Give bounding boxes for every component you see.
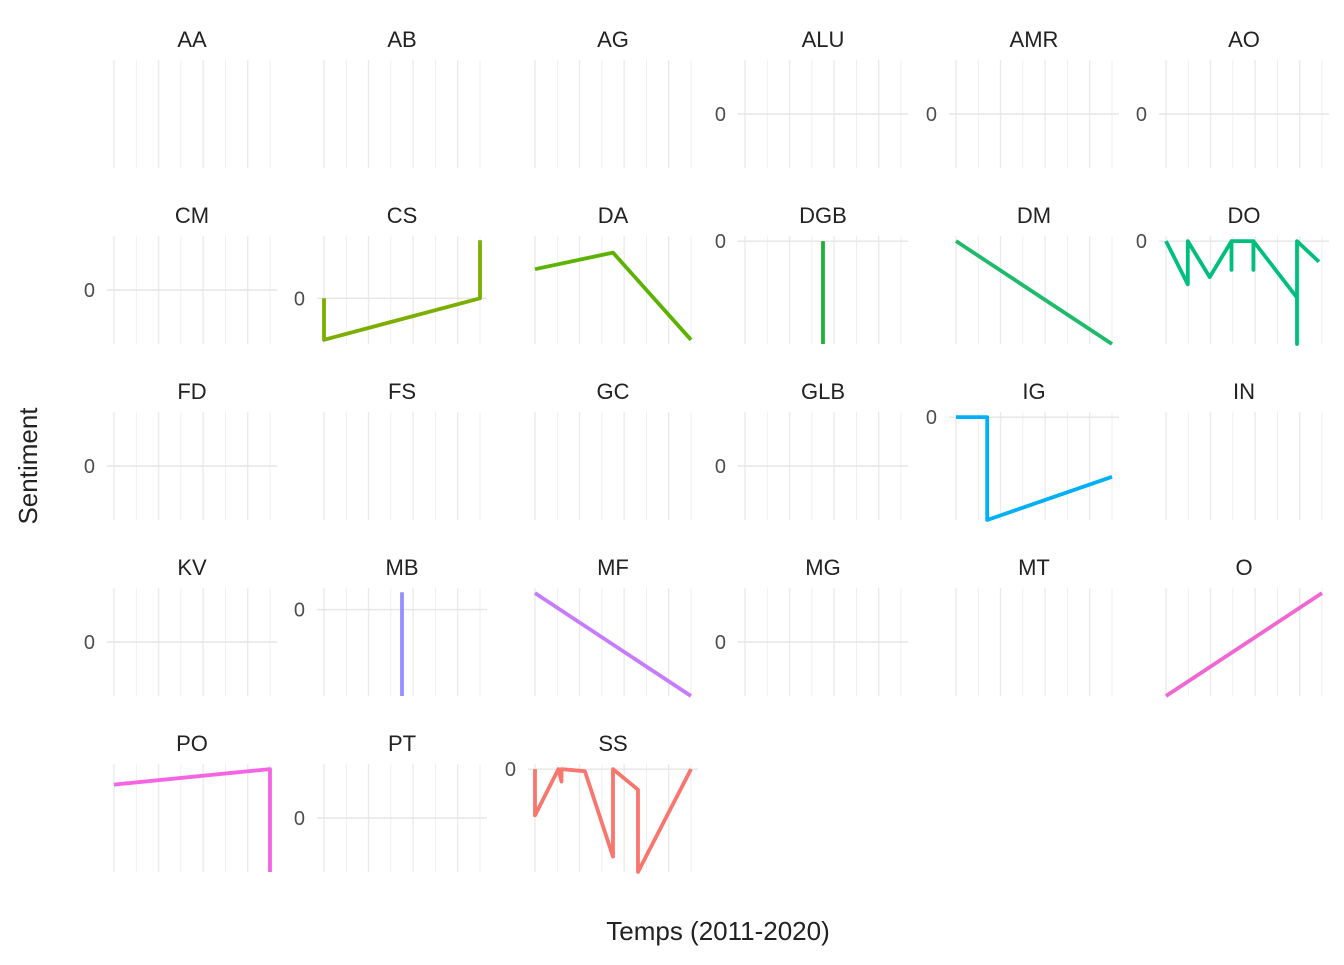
y-tick-label: 0 <box>715 231 726 253</box>
panel-ig: IG 0 <box>926 379 1119 522</box>
panel-label-do: DO <box>1228 203 1261 228</box>
panel-label-glb: GLB <box>801 379 845 404</box>
panel-label-ig: IG <box>1022 379 1045 404</box>
panel-da: DA <box>534 203 693 344</box>
panel-label-ab: AB <box>387 27 416 52</box>
panel-label-ao: AO <box>1228 27 1260 52</box>
panel-po: PO <box>113 731 272 872</box>
panel-pt: PT 0 <box>294 731 487 872</box>
panel-fs: FS <box>323 379 481 520</box>
panel-label-ag: AG <box>597 27 629 52</box>
panels-layer: AA AB AG ALU 0 AMR 0 AO 0 CM 0 CS 0 DA DGB 0 DM DO 0 FD 0 FS G… <box>84 27 1329 874</box>
panel-o: O <box>1164 555 1324 698</box>
panel-label-dm: DM <box>1017 203 1051 228</box>
panel-kv: KV 0 <box>84 555 277 696</box>
panel-label-mg: MG <box>805 555 840 580</box>
panel-label-dgb: DGB <box>799 203 847 228</box>
panel-label-in: IN <box>1233 379 1255 404</box>
panel-label-amr: AMR <box>1010 27 1059 52</box>
panel-label-mt: MT <box>1018 555 1050 580</box>
y-tick-label: 0 <box>294 808 305 830</box>
panel-label-pt: PT <box>388 731 416 756</box>
panel-label-mb: MB <box>386 555 419 580</box>
y-tick-label: 0 <box>84 456 95 478</box>
series-line-ss <box>533 767 693 874</box>
series-line-po <box>113 767 272 872</box>
panel-label-mf: MF <box>597 555 629 580</box>
series-line-do <box>1164 239 1321 346</box>
panel-alu: ALU 0 <box>715 27 908 168</box>
panel-mf: MF <box>533 555 693 698</box>
panel-cs: CS 0 <box>294 203 487 344</box>
series-line-da <box>534 250 693 342</box>
y-tick-label: 0 <box>1136 104 1147 126</box>
panel-fd: FD 0 <box>84 379 277 520</box>
y-tick-label: 0 <box>294 600 305 622</box>
panel-label-gc: GC <box>597 379 630 404</box>
panel-aa: AA <box>113 27 271 168</box>
y-tick-label: 0 <box>715 456 726 478</box>
panel-ss: SS 0 <box>505 731 698 874</box>
panel-ag: AG <box>534 27 692 168</box>
panel-ao: AO 0 <box>1136 27 1329 168</box>
panel-label-o: O <box>1235 555 1252 580</box>
series-line-ig <box>956 415 1113 522</box>
y-axis-title: Sentiment <box>13 407 43 525</box>
y-tick-label: 0 <box>294 288 305 310</box>
panel-cm: CM 0 <box>84 203 277 344</box>
panel-glb: GLB 0 <box>715 379 908 520</box>
y-tick-label: 0 <box>715 632 726 654</box>
panel-label-alu: ALU <box>802 27 845 52</box>
panel-in: IN <box>1165 379 1323 520</box>
panel-mt: MT <box>955 555 1113 696</box>
panel-mg: MG 0 <box>715 555 908 696</box>
panel-label-po: PO <box>176 731 208 756</box>
series-line-cs <box>322 240 482 342</box>
panel-do: DO 0 <box>1136 203 1329 346</box>
series-line-dm <box>954 239 1114 346</box>
y-tick-label: 0 <box>84 632 95 654</box>
panel-label-aa: AA <box>177 27 207 52</box>
panel-label-kv: KV <box>177 555 207 580</box>
y-tick-label: 0 <box>1136 231 1147 253</box>
panel-label-da: DA <box>598 203 629 228</box>
panel-amr: AMR 0 <box>926 27 1119 168</box>
series-line-mf <box>533 591 693 698</box>
series-line-o <box>1164 591 1324 698</box>
y-tick-label: 0 <box>715 104 726 126</box>
y-tick-label: 0 <box>926 407 937 429</box>
panel-label-fd: FD <box>177 379 206 404</box>
panel-label-cs: CS <box>387 203 418 228</box>
panel-label-ss: SS <box>598 731 627 756</box>
panel-dgb: DGB 0 <box>715 203 908 344</box>
y-tick-label: 0 <box>926 104 937 126</box>
panel-dm: DM <box>954 203 1114 346</box>
panel-mb: MB 0 <box>294 555 487 696</box>
panel-gc: GC <box>534 379 692 520</box>
panel-label-fs: FS <box>388 379 416 404</box>
x-axis-title: Temps (2011-2020) <box>606 916 830 946</box>
panel-label-cm: CM <box>175 203 209 228</box>
y-tick-label: 0 <box>505 759 516 781</box>
panel-ab: AB <box>323 27 481 168</box>
y-tick-label: 0 <box>84 280 95 302</box>
